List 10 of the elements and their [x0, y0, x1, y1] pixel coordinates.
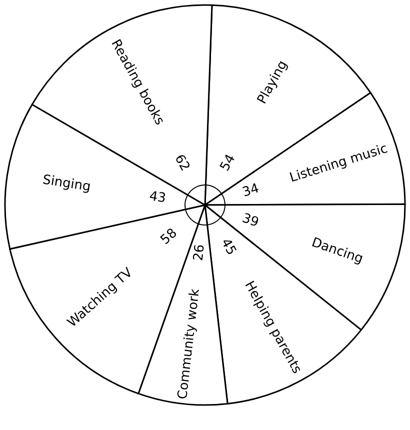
data-label: 34: [240, 181, 261, 200]
data-label: 62: [171, 152, 192, 174]
data-label: 54: [218, 152, 239, 174]
slice-label: Community work: [175, 288, 203, 400]
data-label: 58: [158, 226, 180, 248]
data-label: 43: [148, 189, 167, 206]
data-label: 45: [218, 236, 239, 258]
data-label: 39: [240, 210, 261, 231]
data-label: 26: [191, 244, 208, 262]
slice-label: Singing: [42, 172, 92, 195]
